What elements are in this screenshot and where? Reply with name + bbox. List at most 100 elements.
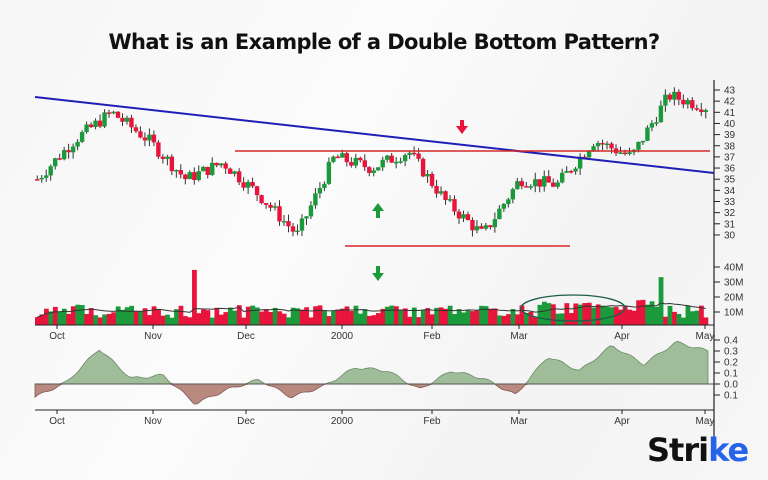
volume-bar-up: [591, 307, 597, 325]
candle-down: [133, 127, 139, 132]
candle-up: [304, 216, 309, 219]
candle-up: [44, 175, 49, 178]
volume-bar-down: [416, 317, 422, 325]
volume-bar-down: [201, 309, 206, 325]
volume-bar-down: [429, 314, 435, 325]
volume-bar-down: [672, 311, 677, 325]
brand-accent: ke: [708, 431, 749, 469]
arrow-up-icon: [372, 203, 384, 218]
candle-up: [591, 146, 596, 152]
x-tick-label: Nov: [144, 331, 162, 342]
candle-down: [254, 186, 260, 196]
volume-y-tick-label: 20M: [724, 293, 743, 304]
x-tick-label: Mar: [510, 331, 528, 342]
y-tick-label: 35: [724, 175, 736, 186]
x-tick-label: May: [696, 416, 715, 427]
candle-up: [559, 172, 565, 183]
volume-bar-down: [627, 309, 633, 325]
volume-bar-down: [97, 317, 103, 325]
volume-bar-down: [380, 308, 386, 325]
volume-bar-down: [335, 310, 341, 325]
oscillator-y-tick-label: 0.3: [724, 347, 738, 358]
candle-up: [586, 151, 592, 158]
candle-down: [151, 134, 157, 143]
volume-bar-down: [402, 308, 408, 325]
candle-up: [640, 140, 646, 143]
volume-bar-down: [622, 306, 628, 325]
candle-down: [470, 220, 475, 231]
volume-bar-up: [250, 305, 256, 325]
candle-up: [703, 110, 708, 113]
volume-bar-up: [48, 311, 54, 325]
volume-bar-up: [165, 314, 170, 325]
volume-bar-down: [573, 303, 579, 325]
candle-up: [380, 159, 385, 168]
volume-bar-down: [326, 316, 332, 325]
candle-down: [667, 94, 673, 100]
candle-down: [120, 117, 125, 122]
volume-bar-down: [425, 308, 431, 325]
candle-up: [48, 166, 53, 176]
candle-down: [214, 162, 219, 166]
volume-bar-down: [519, 305, 525, 325]
volume-bar-down: [474, 310, 480, 325]
strike-logo: Strike: [647, 430, 749, 470]
candle-up: [147, 134, 152, 141]
volume-bar-down: [470, 311, 475, 325]
candle-down: [236, 171, 242, 183]
volume-bar-up: [434, 307, 440, 325]
candle-up: [483, 225, 489, 229]
volume-bar-down: [196, 313, 202, 325]
volume-bar-up: [227, 307, 233, 325]
candle-down: [694, 108, 699, 110]
x-tick-label: 2000: [331, 416, 354, 427]
candle-up: [322, 183, 327, 189]
volume-bar-down: [35, 317, 40, 325]
candle-down: [389, 155, 394, 163]
volume-bar-up: [658, 277, 664, 325]
candle-down: [286, 221, 291, 227]
volume-bar-up: [353, 305, 359, 325]
volume-bar-up: [124, 307, 130, 325]
volume-bar-down: [66, 313, 72, 325]
x-tick-label: Oct: [49, 416, 65, 427]
candle-up: [165, 156, 170, 159]
candle-up: [573, 168, 578, 172]
volume-bar-down: [550, 304, 556, 325]
volume-bar-up: [483, 306, 489, 325]
volume-bar-up: [681, 317, 686, 325]
candle-down: [268, 204, 273, 208]
candle-down: [169, 156, 175, 172]
volume-bar-up: [577, 304, 583, 325]
candle-down: [223, 163, 228, 169]
candle-down: [160, 156, 166, 159]
x-tick-label: Apr: [614, 416, 630, 427]
volume-bar-down: [699, 305, 704, 325]
candle-down: [335, 156, 341, 159]
volume-bar-down: [506, 314, 511, 325]
volume-bar-up: [102, 314, 108, 325]
volume-bar-up: [254, 307, 260, 325]
volume-bar-down: [142, 308, 148, 325]
volume-bar-down: [393, 306, 399, 325]
volume-bar-up: [452, 314, 458, 325]
candle-up: [201, 166, 206, 172]
volume-bar-down: [308, 317, 314, 325]
volume-bar-down: [443, 308, 449, 325]
candle-down: [465, 214, 471, 221]
volume-bar-up: [384, 306, 390, 325]
volume-bar-down: [214, 307, 220, 325]
volume-bar-down: [111, 312, 117, 325]
volume-bar-down: [488, 308, 493, 325]
candle-up: [604, 143, 610, 146]
volume-bar-up: [676, 313, 682, 325]
candle-up: [84, 124, 89, 133]
candle-up: [542, 176, 547, 187]
volume-bar-down: [236, 305, 242, 325]
volume-bar-down: [586, 302, 592, 325]
y-tick-label: 38: [724, 141, 736, 152]
candle-down: [358, 157, 363, 161]
volume-bar-down: [407, 316, 413, 325]
volume-y-tick-label: 30M: [724, 278, 743, 289]
candle-down: [434, 185, 439, 194]
